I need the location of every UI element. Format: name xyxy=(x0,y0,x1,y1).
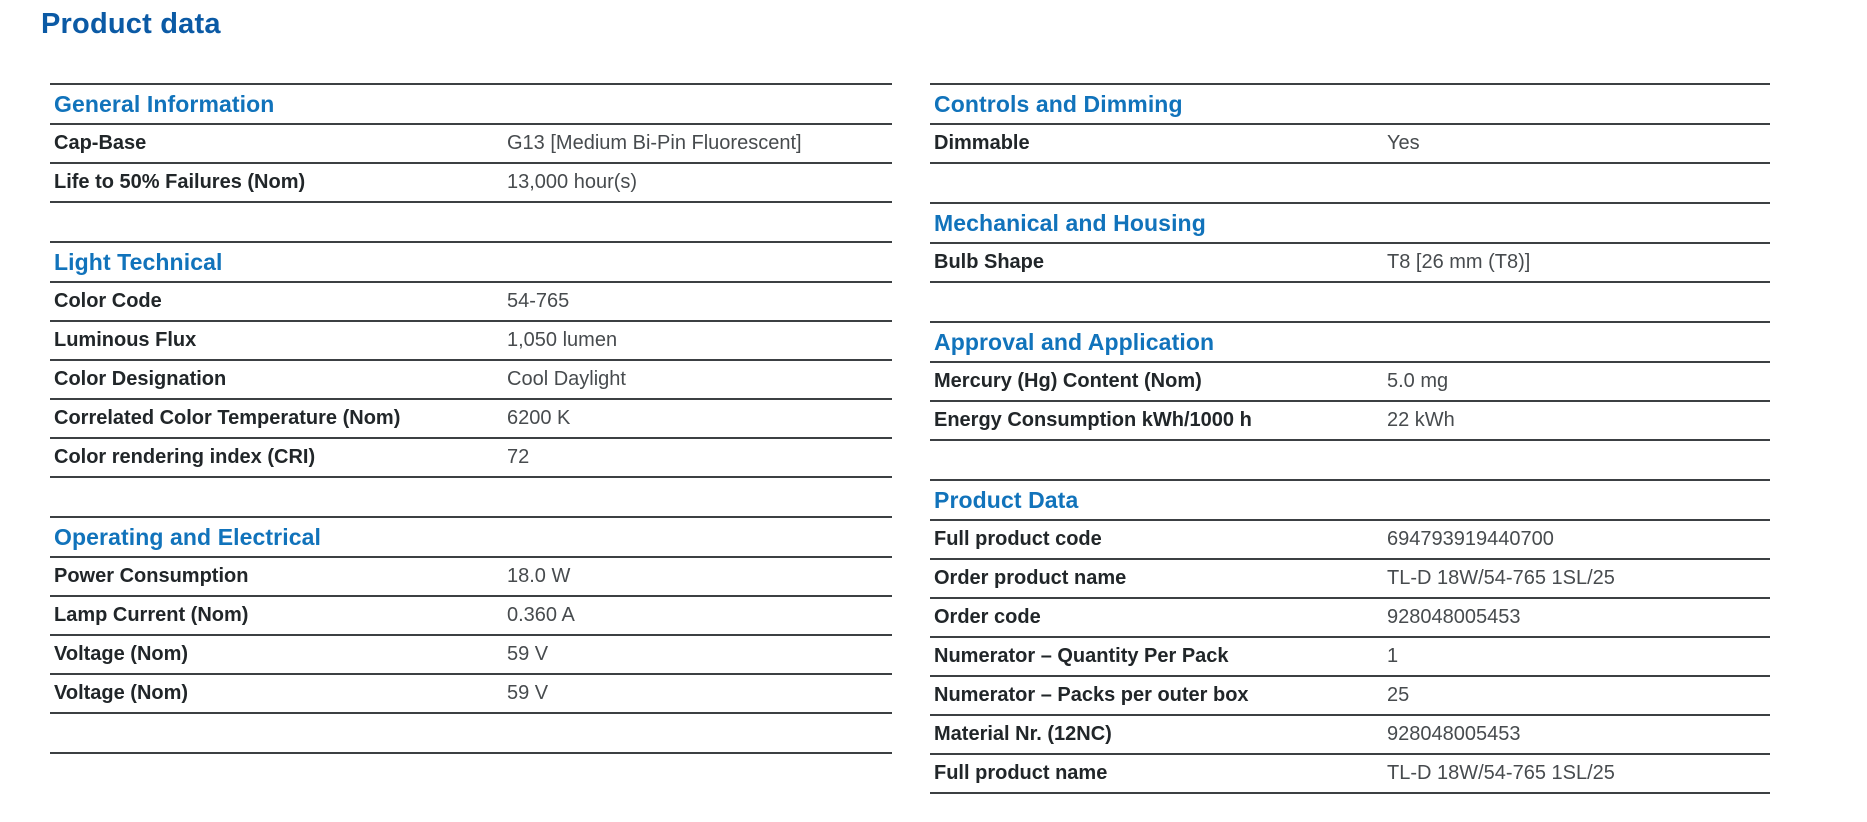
row-label: Life to 50% Failures (Nom) xyxy=(54,171,306,193)
row-value: Cool Daylight xyxy=(507,368,626,390)
row-label: Numerator – Quantity Per Pack xyxy=(934,645,1229,667)
row-label: Full product name xyxy=(934,762,1108,784)
row-label: Power Consumption xyxy=(54,565,249,587)
section-title: General Information xyxy=(50,85,892,125)
row-value: 5.0 mg xyxy=(1387,370,1449,392)
spec-row: Energy Consumption kWh/1000 h 22 kWh xyxy=(930,402,1770,441)
spec-row: Cap-Base G13 [Medium Bi-Pin Fluorescent] xyxy=(50,125,892,164)
spec-row: Voltage (Nom) 59 V xyxy=(50,636,892,675)
row-value: 1 xyxy=(1387,645,1399,667)
section-title: Operating and Electrical xyxy=(50,518,892,558)
spec-row: Correlated Color Temperature (Nom) 6200 K xyxy=(50,400,892,439)
row-label: Energy Consumption kWh/1000 h xyxy=(934,409,1252,431)
row-value: 694793919440700 xyxy=(1387,528,1554,550)
section-title: Light Technical xyxy=(50,243,892,283)
spec-section: Product Data Full product code 69479391944… xyxy=(930,479,1770,794)
row-value: 13,000 hour(s) xyxy=(507,171,638,193)
spec-row: Mercury (Hg) Content (Nom) 5.0 mg xyxy=(930,363,1770,402)
row-value: 72 xyxy=(507,446,530,468)
row-label: Color Code xyxy=(54,290,162,312)
row-label: Voltage (Nom) xyxy=(54,643,189,665)
row-label: Numerator – Packs per outer box xyxy=(934,684,1249,706)
row-label: Dimmable xyxy=(934,132,1030,154)
spec-section: General Information Cap-Base G13 [Medium B… xyxy=(50,83,892,203)
row-value: 6200 K xyxy=(507,407,571,429)
section-title: Mechanical and Housing xyxy=(930,204,1770,244)
row-label: Color Designation xyxy=(54,368,227,390)
row-label: Order product name xyxy=(934,567,1127,589)
spec-row: Order code 928048005453 xyxy=(930,599,1770,638)
spec-column-right: Controls and Dimming Dimmable Yes Mechanica… xyxy=(930,83,1770,794)
row-label: Correlated Color Temperature (Nom) xyxy=(54,407,401,429)
page-title: Product data xyxy=(41,8,221,40)
row-label: Bulb Shape xyxy=(934,251,1045,273)
spec-section: Controls and Dimming Dimmable Yes xyxy=(930,83,1770,164)
row-value: 54-765 xyxy=(507,290,570,312)
row-value: 1,050 lumen xyxy=(507,329,618,351)
row-label: Full product code xyxy=(934,528,1102,550)
spec-column-left: General Information Cap-Base G13 [Medium B… xyxy=(50,83,892,754)
row-value: 0.360 A xyxy=(507,604,575,626)
spec-row: Voltage (Nom) 59 V xyxy=(50,675,892,714)
row-label: Cap-Base xyxy=(54,132,147,154)
spec-row: Bulb Shape T8 [26 mm (T8)] xyxy=(930,244,1770,283)
row-value: T8 [26 mm (T8)] xyxy=(1387,251,1531,273)
spec-section: Approval and Application Mercury (Hg) Con… xyxy=(930,321,1770,441)
row-value: TL-D 18W/54-765 1SL/25 xyxy=(1387,567,1615,589)
row-label: Lamp Current (Nom) xyxy=(54,604,249,626)
row-label: Luminous Flux xyxy=(54,329,197,351)
section-title: Product Data xyxy=(930,481,1770,521)
row-value: 59 V xyxy=(507,682,549,704)
spec-row: Full product name TL-D 18W/54-765 1SL/25 xyxy=(930,755,1770,794)
section-end-rule xyxy=(50,752,892,754)
spec-row: Color rendering index (CRI) 72 xyxy=(50,439,892,478)
spec-row: Color Designation Cool Daylight xyxy=(50,361,892,400)
spec-section: Mechanical and Housing Bulb Shape T8 [26 m… xyxy=(930,202,1770,283)
row-label: Material Nr. (12NC) xyxy=(934,723,1112,745)
spec-row: Material Nr. (12NC) 928048005453 xyxy=(930,716,1770,755)
row-value: G13 [Medium Bi-Pin Fluorescent] xyxy=(507,132,802,154)
spec-row: Life to 50% Failures (Nom) 13,000 hour(s) xyxy=(50,164,892,203)
row-value: TL-D 18W/54-765 1SL/25 xyxy=(1387,762,1615,784)
spec-row: Full product code 694793919440700 xyxy=(930,521,1770,560)
row-label: Order code xyxy=(934,606,1041,628)
spec-row: Numerator – Quantity Per Pack 1 xyxy=(930,638,1770,677)
row-value: Yes xyxy=(1387,132,1420,154)
spec-section: Operating and Electrical Power Consumptio… xyxy=(50,516,892,714)
spec-row: Order product name TL-D 18W/54-765 1SL/25 xyxy=(930,560,1770,599)
row-value: 25 xyxy=(1387,684,1410,706)
row-value: 59 V xyxy=(507,643,549,665)
spec-section: Light Technical Color Code 54-765 Luminous … xyxy=(50,241,892,478)
row-value: 928048005453 xyxy=(1387,606,1521,628)
spec-row: Power Consumption 18.0 W xyxy=(50,558,892,597)
section-title: Controls and Dimming xyxy=(930,85,1770,125)
section-title: Approval and Application xyxy=(930,323,1770,363)
row-value: 18.0 W xyxy=(507,565,571,587)
spec-row: Color Code 54-765 xyxy=(50,283,892,322)
row-value: 928048005453 xyxy=(1387,723,1521,745)
row-label: Voltage (Nom) xyxy=(54,682,189,704)
row-label: Mercury (Hg) Content (Nom) xyxy=(934,370,1202,392)
spec-row: Luminous Flux 1,050 lumen xyxy=(50,322,892,361)
spec-row: Numerator – Packs per outer box 25 xyxy=(930,677,1770,716)
spec-row: Dimmable Yes xyxy=(930,125,1770,164)
spec-row: Lamp Current (Nom) 0.360 A xyxy=(50,597,892,636)
row-label: Color rendering index (CRI) xyxy=(54,446,316,468)
row-value: 22 kWh xyxy=(1387,409,1455,431)
